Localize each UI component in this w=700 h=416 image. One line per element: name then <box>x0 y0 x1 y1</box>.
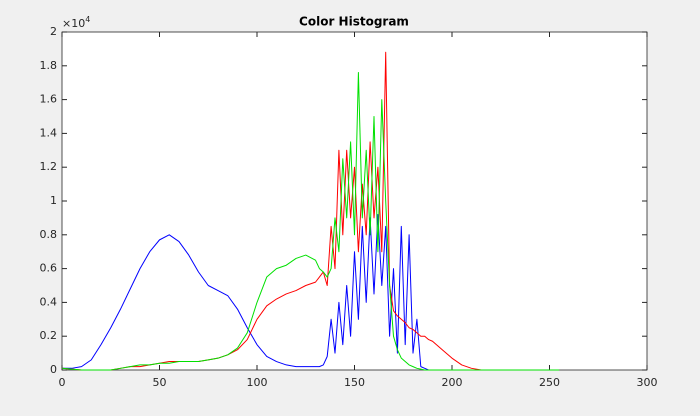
x-tick-label: 0 <box>59 376 66 389</box>
y-tick-label: 2 <box>50 25 57 38</box>
x-tick-label: 150 <box>344 376 365 389</box>
x-tick-label: 250 <box>539 376 560 389</box>
y-tick-label: 1.6 <box>40 93 58 106</box>
y-tick-label: 1.8 <box>40 59 58 72</box>
y-tick-label: 1 <box>50 194 57 207</box>
y-tick-label: 0.2 <box>40 329 58 342</box>
x-tick-label: 300 <box>637 376 658 389</box>
y-tick-label: 0 <box>50 363 57 376</box>
y-tick-label: 1.4 <box>40 126 58 139</box>
y-multiplier-power: 4 <box>85 15 90 24</box>
chart-title: Color Histogram <box>299 15 409 29</box>
y-multiplier: ×104 <box>62 15 90 31</box>
x-tick-label: 100 <box>247 376 268 389</box>
y-tick-label: 0.4 <box>40 295 58 308</box>
x-tick-label: 50 <box>153 376 167 389</box>
plot-area <box>61 31 648 371</box>
x-tick-label: 200 <box>442 376 463 389</box>
y-tick-label: 1.2 <box>40 160 58 173</box>
series-line <box>61 72 560 371</box>
y-multiplier-base: ×10 <box>62 17 85 30</box>
y-tick-label: 0.8 <box>40 228 58 241</box>
y-tick-label: 0.6 <box>40 262 58 275</box>
